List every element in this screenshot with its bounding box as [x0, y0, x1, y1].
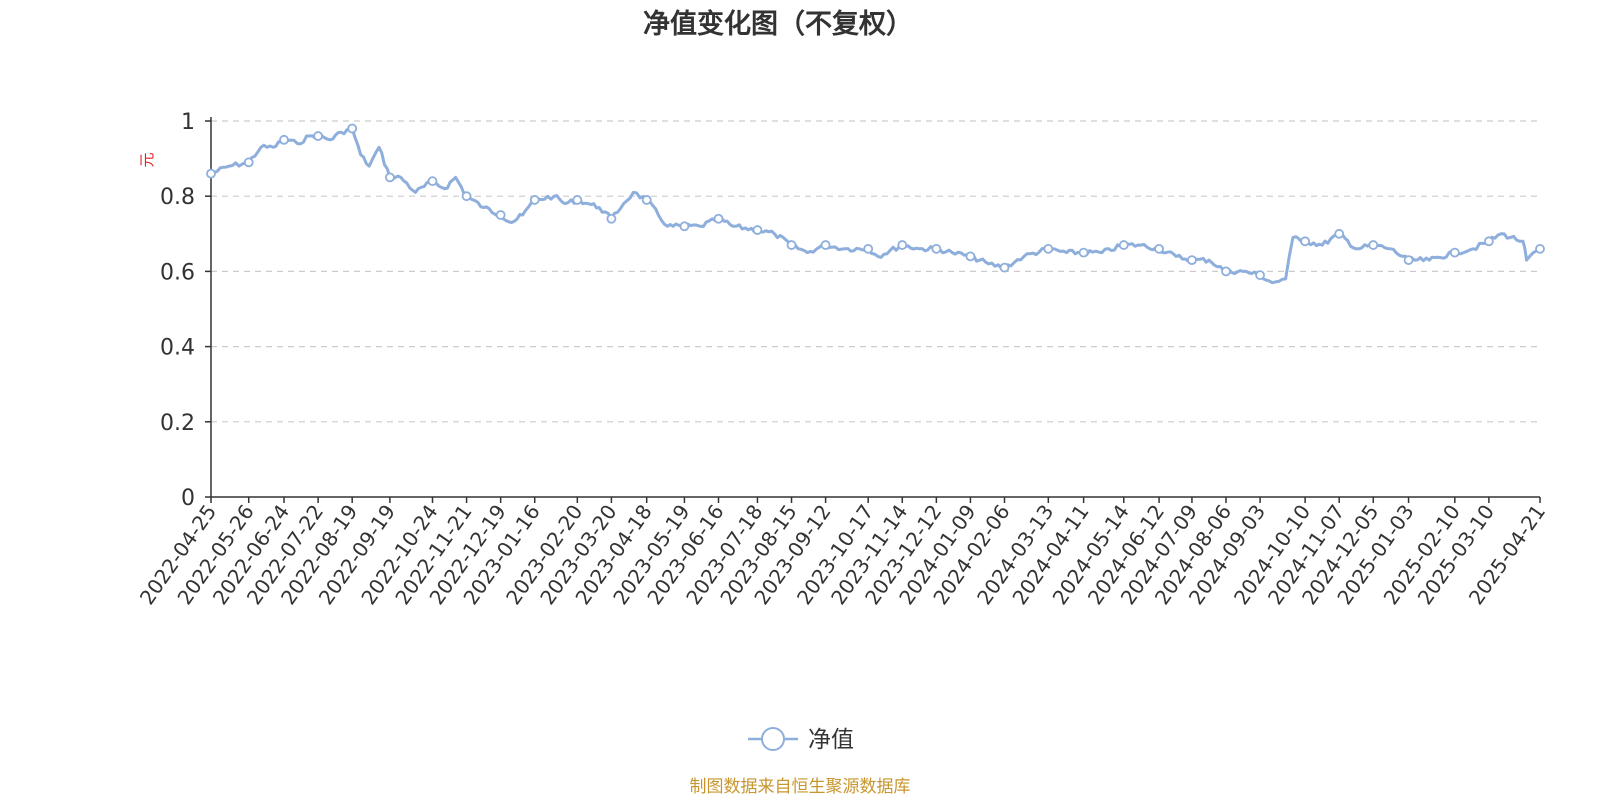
legend[interactable]: 净值	[748, 727, 854, 753]
data-point-marker	[1187, 255, 1197, 266]
legend-circle-icon	[761, 727, 785, 751]
data-point-marker	[820, 240, 831, 250]
data-point-marker	[1118, 240, 1129, 250]
data-point-marker	[897, 240, 908, 250]
data-point-marker	[385, 172, 395, 183]
data-point-marker	[999, 262, 1010, 273]
data-point-marker	[931, 243, 942, 254]
y-axis: 0 0.2 0.4 0.6 0.8 1	[160, 110, 212, 511]
data-point-marker	[679, 221, 690, 232]
data-point-marker	[572, 195, 583, 205]
series-net-value	[206, 123, 1545, 285]
data-point-marker	[1300, 236, 1311, 247]
data-point-marker	[206, 168, 216, 179]
data-point-marker	[243, 157, 254, 168]
legend-label: 净值	[808, 727, 854, 753]
data-point-marker	[863, 243, 874, 254]
data-point-marker	[752, 225, 763, 235]
data-point-marker	[713, 213, 724, 224]
x-axis: 2022-04-252022-05-262022-06-242022-07-22…	[135, 496, 1550, 609]
data-point-marker	[641, 195, 652, 205]
data-point-marker	[1221, 266, 1231, 277]
data-point-marker	[1078, 247, 1089, 258]
data-point-marker	[606, 213, 617, 224]
data-point-marker	[1403, 255, 1414, 266]
data-point-marker	[786, 240, 797, 250]
series-line-net-value	[210, 126, 1541, 285]
data-point-marker	[495, 210, 506, 220]
data-point-marker	[1334, 228, 1345, 239]
y-tick-label: 1	[181, 110, 195, 135]
data-point-marker	[347, 123, 358, 134]
data-point-marker	[461, 191, 472, 202]
data-point-marker	[1535, 243, 1545, 254]
chart-title: 净值变化图（不复权）	[643, 8, 913, 40]
y-tick-label: 0.8	[160, 185, 195, 210]
data-point-marker	[313, 131, 323, 141]
y-tick-label: 0.2	[160, 411, 195, 436]
data-point-marker	[427, 176, 438, 187]
data-point-marker	[1483, 236, 1494, 247]
data-point-marker	[965, 251, 976, 262]
y-tick-label: 0.4	[160, 336, 195, 361]
data-point-marker	[1449, 247, 1460, 258]
data-source-note: 制图数据来自恒生聚源数据库	[690, 777, 911, 797]
data-point-marker	[279, 134, 289, 145]
y-tick-label: 0.6	[160, 260, 195, 285]
data-point-marker	[1255, 270, 1265, 281]
data-point-marker	[1368, 240, 1379, 250]
data-point-marker	[1154, 243, 1164, 254]
data-point-marker	[529, 195, 540, 205]
grid-lines	[211, 120, 1540, 423]
y-axis-label: 元	[138, 152, 156, 167]
data-point-marker	[1043, 243, 1054, 254]
y-tick-label: 0	[181, 486, 195, 511]
